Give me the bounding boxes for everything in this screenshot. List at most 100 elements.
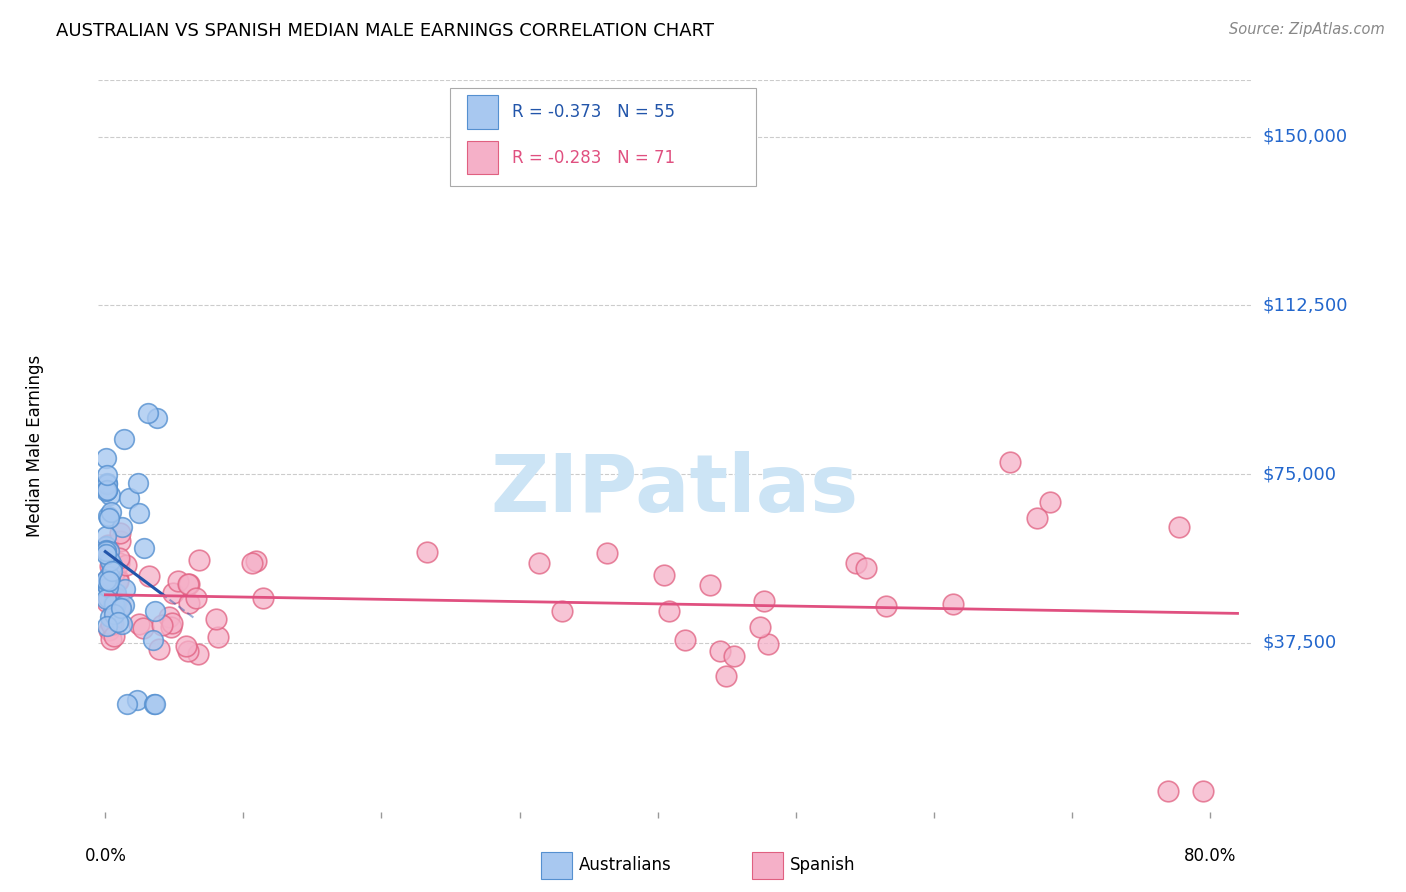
- Point: [845, 556, 868, 570]
- Point: [107, 615, 129, 629]
- Point: [1026, 511, 1049, 525]
- Point: [98, 558, 121, 573]
- Point: [108, 551, 131, 566]
- Point: [160, 620, 183, 634]
- Point: [142, 632, 165, 647]
- Point: [112, 432, 135, 446]
- Point: [94, 529, 117, 543]
- Point: [96, 483, 118, 498]
- Point: [100, 617, 122, 632]
- Point: [103, 566, 125, 580]
- Point: [252, 591, 274, 605]
- Point: [1038, 495, 1060, 509]
- Point: [94, 544, 117, 558]
- Point: [177, 644, 200, 658]
- Point: [177, 596, 200, 610]
- Text: $75,000: $75,000: [1263, 465, 1337, 483]
- Text: 0.0%: 0.0%: [84, 847, 127, 865]
- Point: [94, 547, 117, 561]
- Point: [145, 410, 167, 425]
- Point: [96, 574, 118, 588]
- Point: [875, 599, 897, 613]
- Point: [160, 615, 183, 630]
- Point: [103, 597, 125, 611]
- Point: [103, 629, 125, 643]
- Point: [187, 648, 209, 662]
- Point: [94, 543, 117, 558]
- Point: [942, 597, 965, 611]
- Point: [96, 619, 118, 633]
- Text: 80.0%: 80.0%: [1184, 847, 1236, 865]
- Point: [115, 558, 138, 572]
- Point: [112, 598, 135, 612]
- Point: [148, 641, 170, 656]
- Point: [167, 574, 190, 588]
- Point: [97, 574, 120, 588]
- Point: [1157, 784, 1180, 798]
- Point: [100, 564, 122, 578]
- Point: [107, 572, 129, 586]
- Point: [756, 637, 779, 651]
- Point: [100, 505, 122, 519]
- Point: [104, 599, 127, 614]
- Point: [143, 697, 166, 711]
- Point: [245, 554, 267, 568]
- Point: [174, 639, 197, 653]
- Point: [709, 643, 731, 657]
- Point: [105, 586, 128, 600]
- Point: [157, 610, 180, 624]
- Point: [100, 610, 122, 624]
- Point: [652, 568, 675, 582]
- Point: [115, 697, 138, 711]
- Point: [138, 569, 160, 583]
- Point: [699, 577, 721, 591]
- Point: [143, 604, 166, 618]
- Point: [97, 509, 120, 524]
- Point: [94, 574, 117, 588]
- Point: [101, 558, 124, 573]
- Point: [128, 506, 150, 520]
- Point: [177, 576, 200, 591]
- Point: [127, 475, 149, 490]
- Point: [118, 491, 141, 505]
- Point: [138, 406, 160, 420]
- Text: $112,500: $112,500: [1263, 296, 1348, 314]
- Point: [101, 616, 124, 631]
- Point: [96, 476, 118, 491]
- Point: [716, 669, 738, 683]
- Point: [96, 483, 118, 497]
- Point: [162, 586, 184, 600]
- Point: [551, 604, 574, 618]
- Point: [98, 569, 121, 583]
- Point: [596, 546, 619, 560]
- Point: [103, 600, 125, 615]
- Point: [1167, 520, 1189, 534]
- Point: [207, 630, 229, 644]
- Point: [114, 582, 136, 596]
- Point: [94, 573, 117, 587]
- Point: [673, 632, 696, 647]
- Point: [97, 544, 120, 558]
- Point: [752, 594, 775, 608]
- Point: [107, 574, 129, 588]
- Point: [98, 511, 121, 525]
- Point: [527, 556, 550, 570]
- Point: [416, 545, 439, 559]
- Point: [96, 477, 118, 491]
- Point: [97, 580, 120, 594]
- Point: [143, 697, 166, 711]
- Point: [100, 591, 122, 606]
- Point: [108, 533, 131, 548]
- Point: [187, 553, 209, 567]
- Point: [96, 595, 118, 609]
- Point: [1192, 784, 1215, 798]
- Point: [108, 526, 131, 541]
- Point: [96, 540, 118, 554]
- Text: ZIPatlas: ZIPatlas: [491, 450, 859, 529]
- Point: [96, 467, 118, 482]
- Point: [177, 577, 200, 591]
- Point: [97, 538, 120, 552]
- Point: [96, 542, 118, 557]
- Point: [100, 487, 122, 501]
- Point: [184, 591, 207, 605]
